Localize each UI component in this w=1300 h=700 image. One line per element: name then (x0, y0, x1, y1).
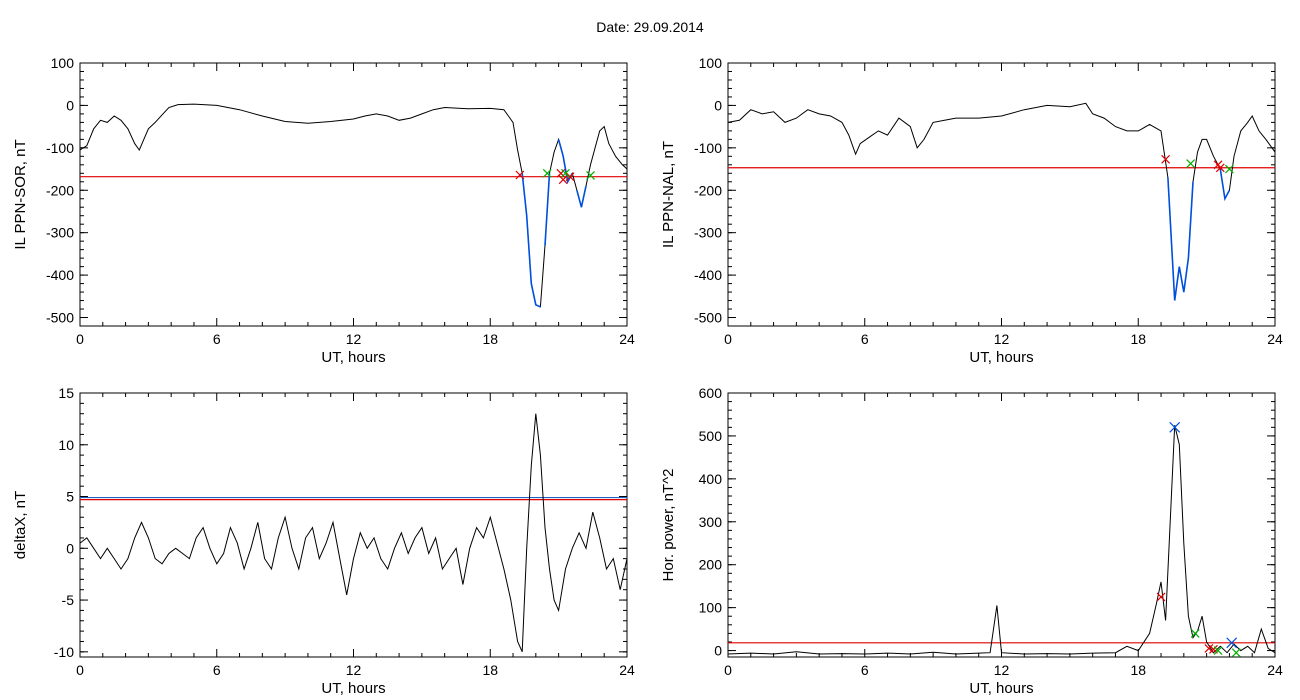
y-tick-label: -100 (46, 140, 74, 156)
y-tick-label: 400 (699, 471, 723, 487)
x-tick-label: 0 (76, 331, 84, 347)
series-line-1 (79, 413, 628, 653)
y-tick-label: -400 (694, 267, 722, 283)
y-tick-label: -100 (694, 140, 722, 156)
y-tick-label: -300 (46, 225, 74, 241)
y-tick-label: 0 (66, 540, 74, 556)
y-tick-label: 100 (51, 55, 75, 71)
start-marker (558, 175, 568, 185)
x-tick-label: 24 (1267, 662, 1283, 678)
end-marker (1190, 628, 1200, 638)
x-tick-label: 12 (346, 662, 362, 678)
y-tick-label: -500 (46, 310, 74, 326)
peak-marker (1226, 637, 1238, 649)
y-tick-label: 100 (699, 600, 723, 616)
y-tick-label: -5 (62, 592, 75, 608)
x-axis-label: UT, hours (321, 349, 385, 366)
series-line-1 (727, 102, 1276, 301)
peak-marker (1169, 421, 1181, 433)
event-segment-2 (544, 173, 551, 246)
y-axis-label: deltaX, nT (12, 491, 29, 559)
end-marker (1213, 646, 1223, 655)
date-label: Date: (596, 19, 630, 35)
x-tick-label: 0 (724, 662, 732, 678)
start-marker (1161, 154, 1171, 164)
x-tick-label: 12 (346, 331, 362, 347)
y-tick-label: 200 (699, 557, 723, 573)
start-marker (515, 170, 525, 180)
y-tick-label: 0 (714, 643, 722, 659)
y-tick-label: 100 (699, 55, 723, 71)
chart-panel-1: 0 6 12 18 24 100 0 -100 -200 -300 -400 -500 UT, hour… (12, 55, 635, 366)
event-segment-1 (521, 173, 541, 308)
x-tick-label: 0 (76, 662, 84, 678)
y-tick-label: -400 (46, 267, 74, 283)
x-tick-label: 18 (482, 662, 498, 678)
end-marker (1231, 648, 1241, 658)
y-tick-label: -200 (694, 182, 722, 198)
x-axis-label: UT, hours (969, 680, 1033, 697)
plot-frame (79, 62, 628, 327)
x-tick-label: 18 (1130, 331, 1146, 347)
end-marker (542, 168, 552, 178)
x-tick-label: 6 (213, 662, 221, 678)
y-tick-label: 5 (66, 489, 74, 505)
y-axis-label: Hor. power, nT^2 (660, 469, 677, 582)
y-tick-label: -10 (54, 644, 74, 660)
date-value: 29.09.2014 (633, 19, 704, 35)
chart-panel-2: 0 6 12 18 24 100 0 -100 -200 -300 -400 -500 UT, hour… (660, 55, 1283, 366)
y-tick-label: 500 (699, 428, 723, 444)
y-tick-label: -500 (694, 310, 722, 326)
y-axis-label: IL PPN-SOR, nT (12, 139, 29, 249)
y-tick-label: 15 (58, 385, 74, 401)
x-tick-label: 24 (1267, 331, 1283, 347)
start-marker (1156, 592, 1166, 602)
x-tick-label: 18 (482, 331, 498, 347)
chart-panel-4: 0 6 12 18 24 600 500 400 300 200 100 0 UT, hours Hor.… (660, 385, 1283, 697)
x-tick-label: 6 (213, 331, 221, 347)
event-segment-4 (576, 185, 587, 208)
plot-frame (727, 392, 1276, 658)
chart-panel-3: 0 6 12 18 24 15 10 5 0 -5 -10 UT, hours deltaX, nT (12, 385, 635, 697)
start-marker (1213, 160, 1223, 170)
series-line-1 (79, 103, 628, 308)
y-tick-label: -300 (694, 225, 722, 241)
page-title: Date: 29.09.2014 (0, 19, 1300, 35)
event-segment-2 (1219, 168, 1231, 202)
start-marker (565, 172, 575, 182)
x-axis-label: UT, hours (969, 349, 1033, 366)
end-marker (561, 168, 570, 178)
x-tick-label: 24 (619, 331, 635, 347)
end-marker (1186, 159, 1196, 168)
event-segment-1 (1167, 177, 1194, 301)
y-tick-label: 0 (714, 97, 722, 113)
y-tick-label: -200 (46, 182, 74, 198)
x-tick-label: 0 (724, 331, 732, 347)
end-marker (586, 170, 595, 180)
x-tick-label: 24 (619, 662, 635, 678)
y-tick-label: 10 (58, 437, 74, 453)
x-tick-label: 12 (994, 662, 1010, 678)
x-tick-label: 18 (1130, 662, 1146, 678)
y-tick-label: 0 (66, 97, 74, 113)
x-tick-label: 6 (861, 331, 869, 347)
y-tick-label: 300 (699, 514, 723, 530)
y-axis-label: IL PPN-NAL, nT (660, 141, 677, 248)
series-line-1 (727, 425, 1276, 655)
event-segment-3 (557, 139, 574, 185)
x-axis-label: UT, hours (321, 680, 385, 697)
x-tick-label: 12 (994, 331, 1010, 347)
x-tick-label: 6 (861, 662, 869, 678)
end-marker (1224, 164, 1234, 174)
y-tick-label: 600 (699, 385, 723, 401)
